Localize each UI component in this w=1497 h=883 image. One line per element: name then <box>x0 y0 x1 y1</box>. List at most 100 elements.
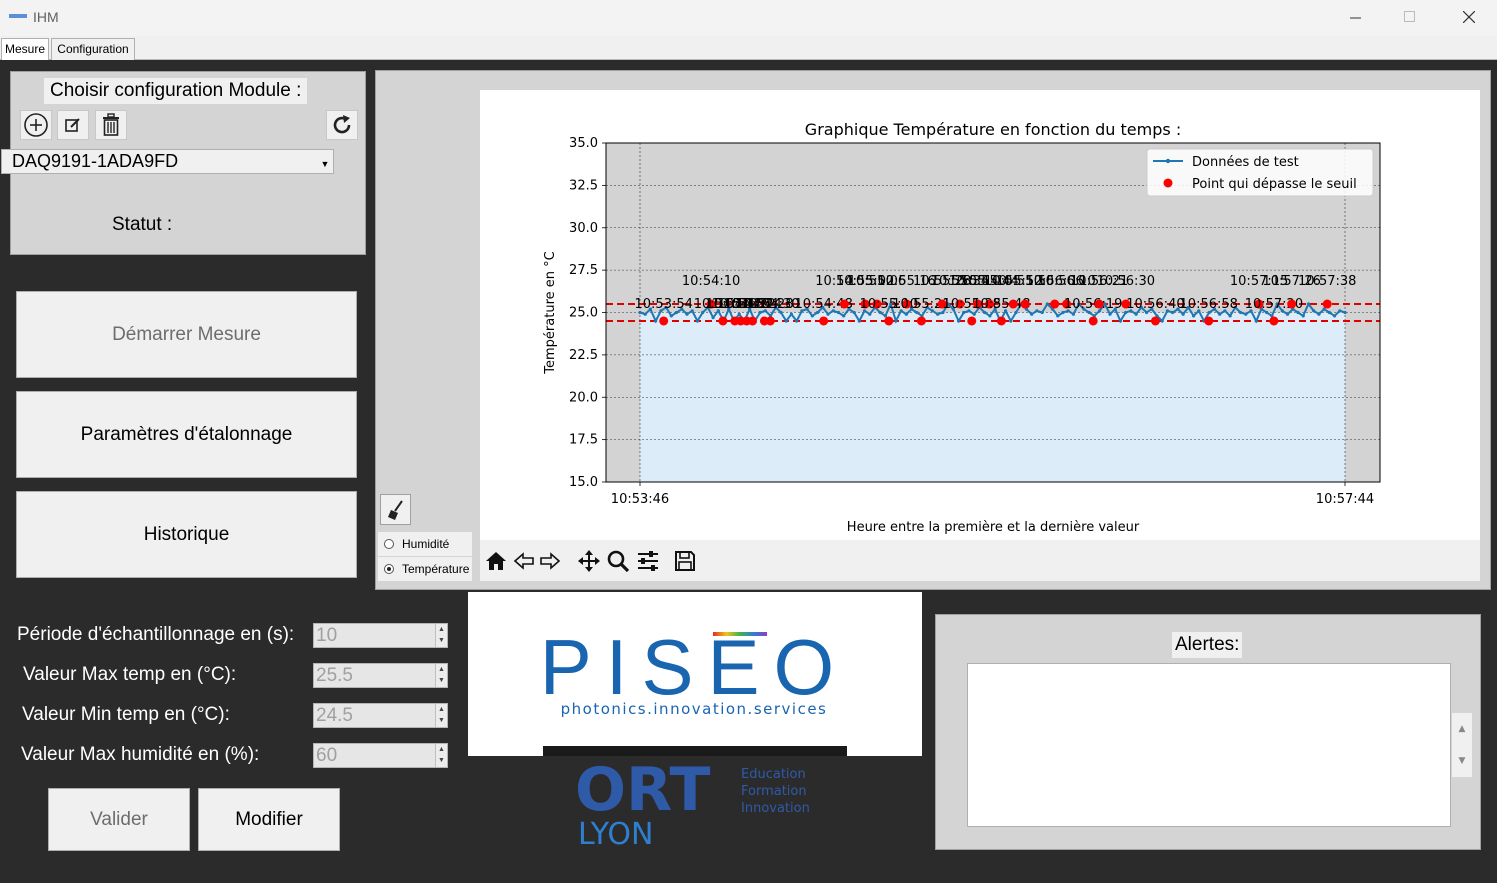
alerts-textbox[interactable] <box>967 663 1451 827</box>
series-point <box>1327 310 1331 315</box>
exceed-point-label: 10:56:21 <box>1070 274 1128 289</box>
back-arrow-icon[interactable] <box>512 549 536 573</box>
exceed-point-label: 10:54:48 <box>794 297 852 312</box>
series-point <box>690 309 694 313</box>
module-config-panel: Choisir configuration Module : DAQ9191-1… <box>1 71 366 255</box>
exceed-point-label: 10:57:15 <box>1230 274 1288 289</box>
series-point <box>1338 309 1342 313</box>
exceed-point-label: 10:54:18 <box>706 297 764 312</box>
series-point <box>1317 312 1321 316</box>
series-point <box>1108 312 1112 316</box>
tab-mesure[interactable]: Mesure <box>1 38 49 60</box>
series-point <box>1082 307 1086 311</box>
series-point <box>1144 310 1149 315</box>
ort-lyon-logo: ORT LYON Education Formation Innovation <box>543 746 847 852</box>
series-point <box>1134 312 1138 316</box>
piseo-logo-box: PISEO photonics.innovation.services <box>468 592 922 756</box>
radio-humidity[interactable]: Humidité <box>378 532 472 556</box>
series-point <box>1249 309 1253 313</box>
series-point <box>1066 309 1070 313</box>
radio-temperature[interactable]: Température <box>378 557 472 581</box>
series-point <box>695 319 700 323</box>
modify-button[interactable]: Modifier <box>198 788 340 851</box>
series-point <box>784 319 788 323</box>
exceed-point <box>902 299 912 309</box>
series-point <box>1280 309 1284 313</box>
scroll-up-icon[interactable]: ▲ <box>1458 724 1466 734</box>
series-point <box>1160 319 1164 323</box>
series-point <box>1254 319 1258 323</box>
series-point <box>1332 314 1337 318</box>
save-icon[interactable] <box>673 549 697 573</box>
spin-arrows[interactable]: ▲ ▼ <box>435 744 447 767</box>
delete-config-button[interactable] <box>95 110 127 140</box>
series-point <box>852 310 856 315</box>
series-point <box>1223 309 1227 313</box>
edit-config-button[interactable] <box>57 110 89 140</box>
series-point <box>1003 309 1008 313</box>
alerts-scrollbar[interactable]: ▲ ▼ <box>1452 713 1472 777</box>
calibration-button[interactable]: Paramètres d'étalonnage <box>16 391 357 478</box>
series-point <box>983 310 987 315</box>
series-point <box>967 309 971 313</box>
configure-subplots-icon[interactable] <box>636 549 660 573</box>
trash-icon <box>103 113 119 136</box>
maximize-icon <box>1404 11 1415 22</box>
zoom-icon[interactable] <box>606 549 630 573</box>
series-point <box>831 309 835 313</box>
max-temp-input[interactable]: 25.5 ▲ ▼ <box>313 663 448 688</box>
series-point <box>737 312 741 316</box>
forward-arrow-icon[interactable] <box>538 549 562 573</box>
spin-arrows[interactable]: ▲ ▼ <box>435 624 447 647</box>
series-point <box>674 310 679 315</box>
exceed-point-label: 10:57:20 <box>1245 297 1303 312</box>
module-select[interactable]: DAQ9191-1ADA9FD ▼ <box>1 149 334 174</box>
scroll-down-icon[interactable]: ▼ <box>1458 756 1466 766</box>
series-point <box>1171 310 1175 315</box>
exceed-point-label: 10:55:21 <box>892 297 950 312</box>
exceed-point <box>860 299 870 309</box>
sampling-period-value: 10 <box>316 625 338 646</box>
min-temp-input[interactable]: 24.5 ▲ ▼ <box>313 703 448 728</box>
exceed-point-label: 10:54:14 <box>694 297 752 312</box>
min-temp-value: 24.5 <box>316 705 353 726</box>
series-point <box>664 305 668 310</box>
piseo-logo: PISEO photonics.innovation.services <box>540 623 834 718</box>
spin-arrows[interactable]: ▲ ▼ <box>435 664 447 687</box>
refresh-button[interactable] <box>326 110 358 140</box>
series-point <box>1207 310 1211 315</box>
spin-arrows[interactable]: ▲ ▼ <box>435 704 447 727</box>
exceed-point <box>973 299 983 309</box>
sampling-period-label: Période d'échantillonnage en (s): <box>17 624 295 645</box>
exceed-point-label: 10:56:40 <box>1126 297 1184 312</box>
minimize-button[interactable] <box>1327 0 1385 34</box>
start-measure-button[interactable]: Démarrer Mesure <box>16 291 357 378</box>
clear-plot-button[interactable] <box>380 494 411 525</box>
max-humidity-input[interactable]: 60 ▲ ▼ <box>313 743 448 768</box>
x-axis-label: Heure entre la première et la dernière v… <box>847 520 1140 535</box>
main-content: Choisir configuration Module : DAQ9191-1… <box>0 60 1497 883</box>
exceed-point-label: 10:54:24 <box>723 297 781 312</box>
add-config-button[interactable] <box>20 110 52 140</box>
sampling-period-input[interactable]: 10 ▲ ▼ <box>313 623 448 648</box>
pan-icon[interactable] <box>577 549 601 573</box>
home-icon[interactable] <box>484 549 508 573</box>
radio-temperature-dot <box>384 564 394 574</box>
close-button[interactable] <box>1440 0 1497 34</box>
temperature-chart: 15.0 17.5 20.0 22.5 25.0 27.5 30.0 32.5 35.0 10:5… <box>543 120 1381 535</box>
radio-temperature-label: Température <box>402 562 470 576</box>
y-tick-label: 17.5 <box>569 433 598 448</box>
series-point <box>1077 302 1081 306</box>
validate-button[interactable]: Valider <box>48 788 190 851</box>
tab-bar: Mesure Configuration <box>0 36 1497 60</box>
history-button[interactable]: Historique <box>16 491 357 578</box>
series-point <box>680 307 684 311</box>
series-point <box>1009 319 1013 323</box>
series-point <box>936 312 940 316</box>
maximize-button[interactable] <box>1381 0 1439 34</box>
series-point <box>826 312 830 316</box>
tab-configuration[interactable]: Configuration <box>51 38 135 60</box>
exceed-point <box>1322 299 1332 309</box>
legend-series-marker <box>1165 158 1171 164</box>
exceed-point <box>872 299 882 309</box>
